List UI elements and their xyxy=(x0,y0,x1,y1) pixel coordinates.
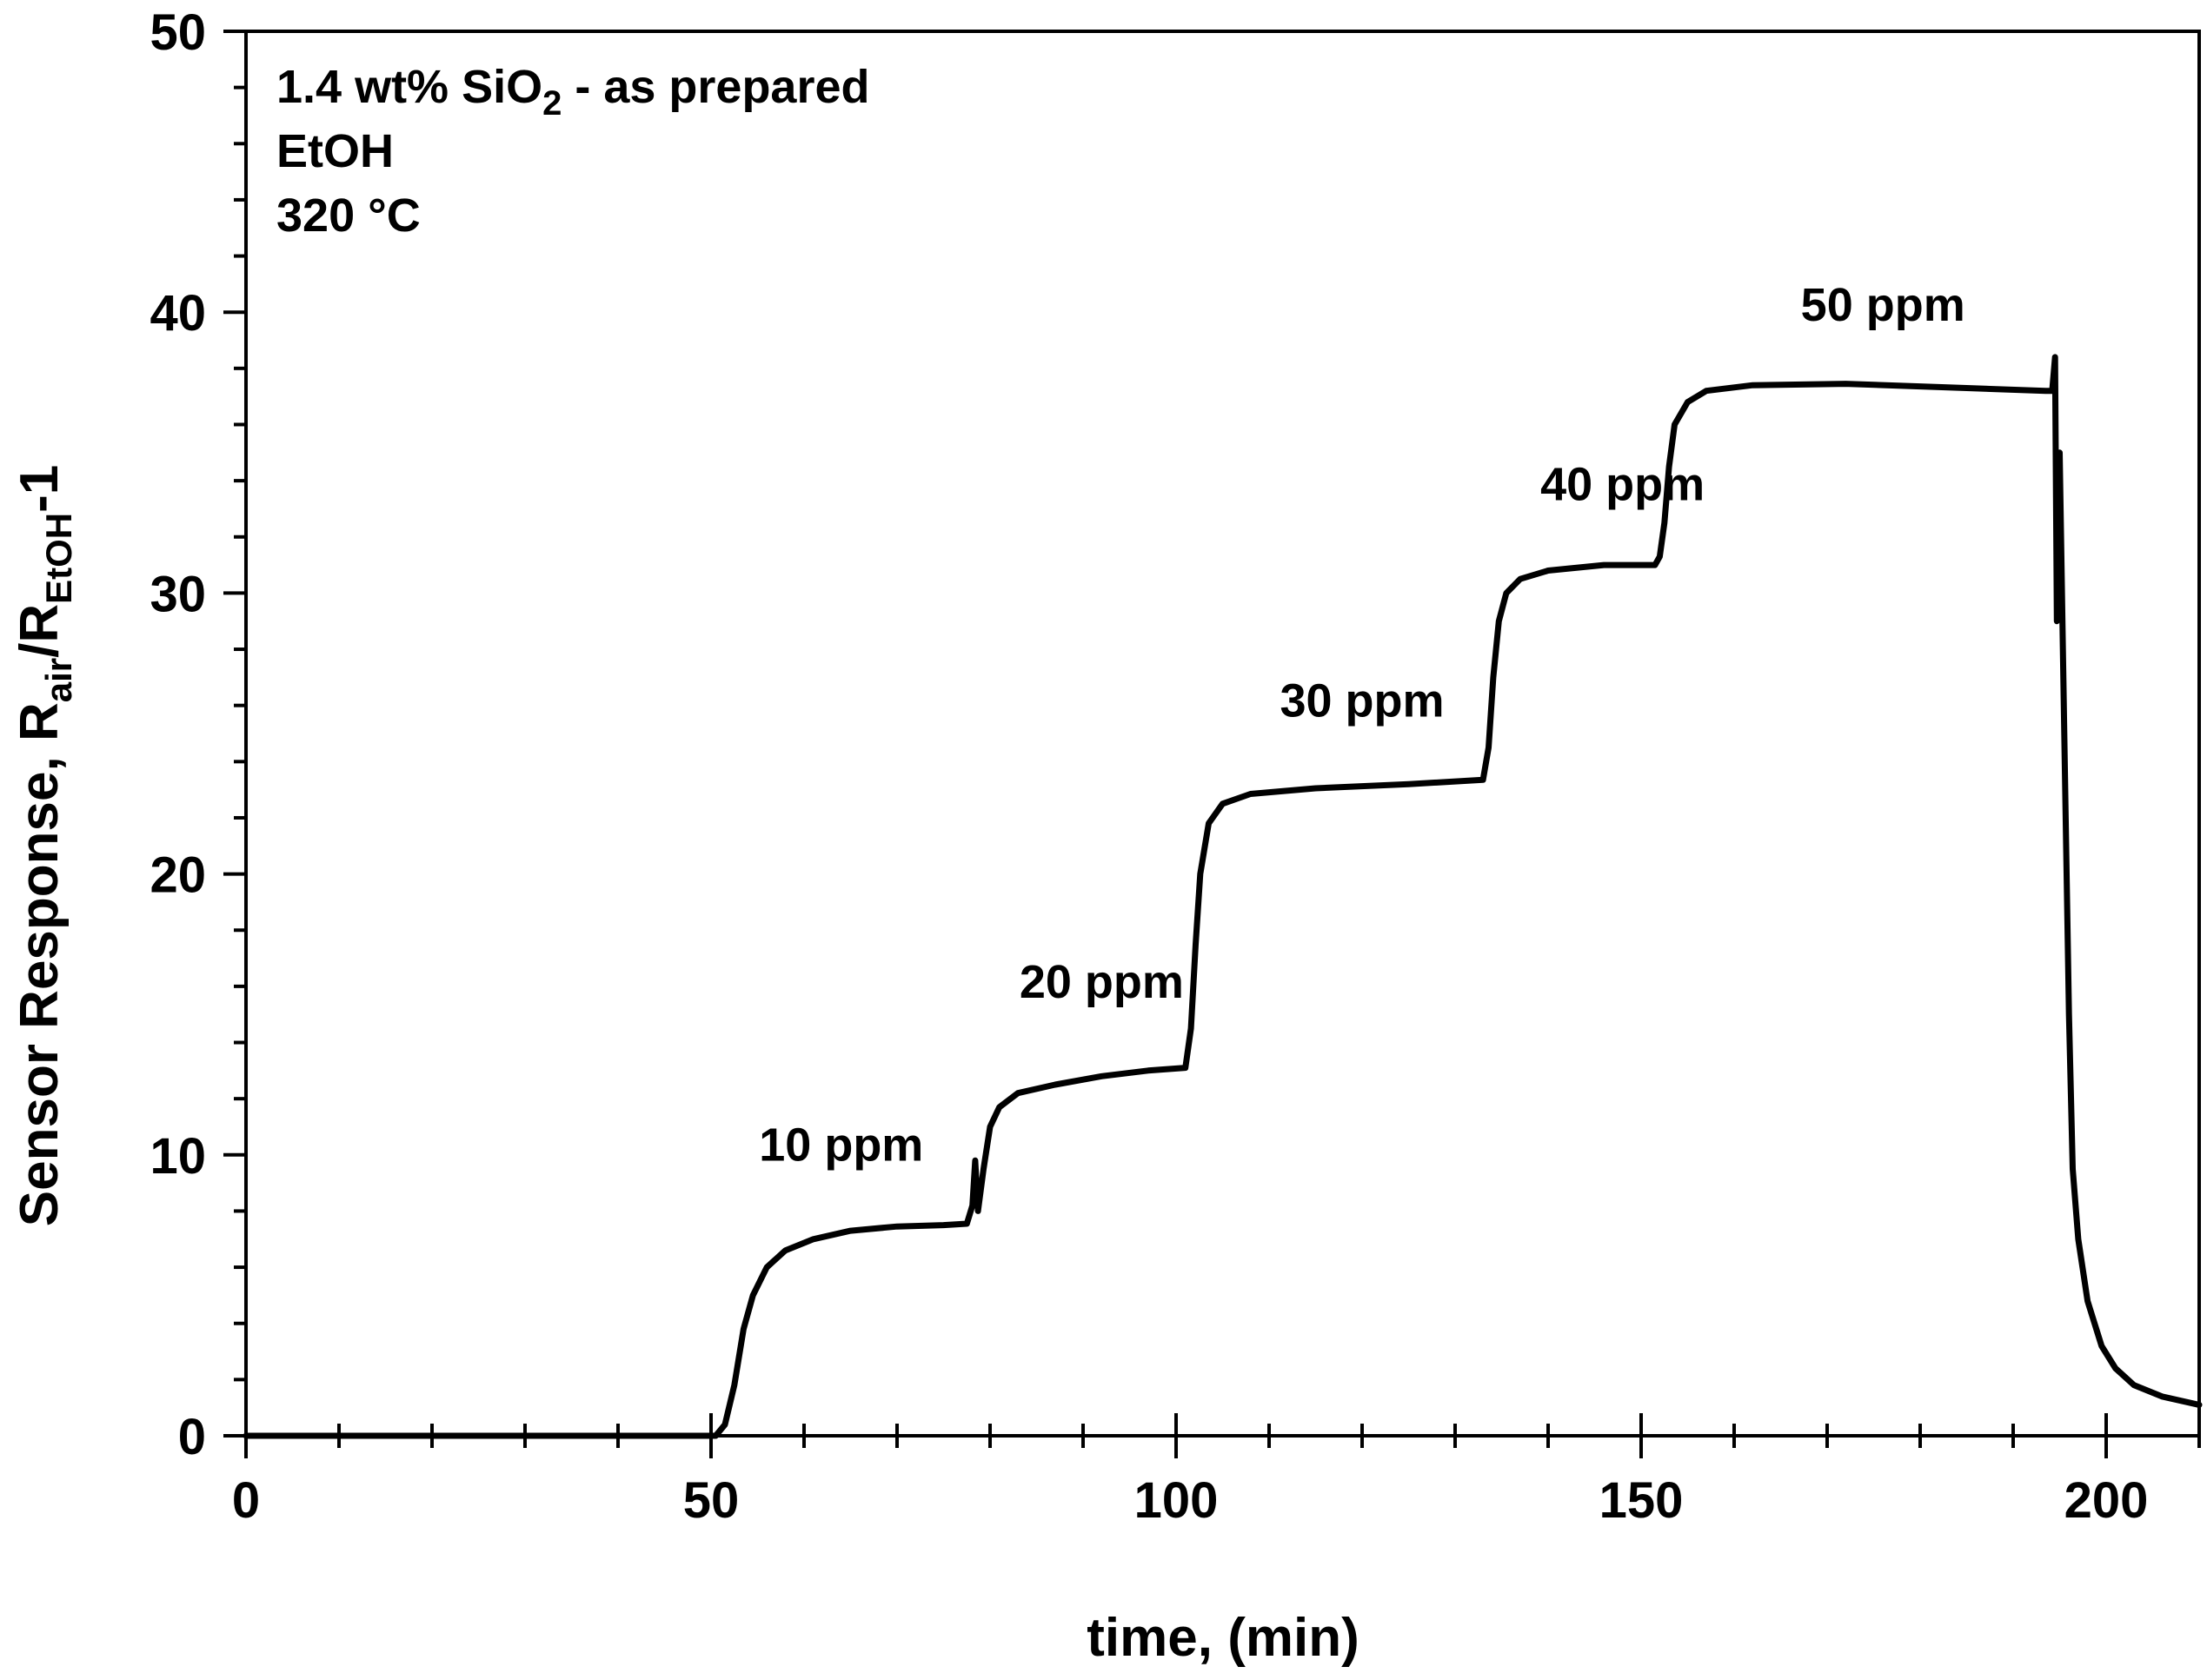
annotation-line-1: 1.4 wt% SiO2 - as prepared xyxy=(276,61,870,123)
annotation-line-1-sub: 2 xyxy=(542,84,562,123)
series-layer xyxy=(243,354,2203,1439)
series-line xyxy=(243,354,2203,1439)
y-tick-label: 30 xyxy=(150,566,206,622)
x-tick-label: 200 xyxy=(2064,1472,2149,1529)
annotation-line-2: EtOH xyxy=(276,125,394,177)
y-tick-label: 10 xyxy=(150,1128,206,1185)
annotation-line-1-suffix: - as prepared xyxy=(562,61,869,113)
y-tick-label: 40 xyxy=(150,285,206,342)
labels-layer: 0 50 100 150 200 0 10 20 30 40 50 10 ppm 20 ppm 30 pp… xyxy=(150,4,2148,1529)
step-label: 50 ppm xyxy=(1801,279,1965,331)
y-axis-title-mid: /R xyxy=(10,604,70,658)
x-axis-title: time, (min) xyxy=(1087,1608,1359,1668)
step-label: 10 ppm xyxy=(759,1119,923,1171)
x-tick-label: 0 xyxy=(232,1472,260,1529)
y-axis-title: Sensor Response, Rair/REtOH-1 xyxy=(10,465,79,1226)
y-tick-label: 0 xyxy=(178,1409,206,1465)
annotation-line-1-prefix: 1.4 wt% SiO xyxy=(276,61,542,113)
x-tick-label: 100 xyxy=(1134,1472,1219,1529)
y-axis-title-sub2: EtOH xyxy=(38,513,79,604)
step-label: 20 ppm xyxy=(1020,956,1184,1008)
step-label: 40 ppm xyxy=(1540,459,1705,511)
x-tick-label: 150 xyxy=(1599,1472,1684,1529)
y-axis-title-main: Sensor Response, R xyxy=(10,702,70,1226)
y-tick-label: 20 xyxy=(150,847,206,904)
step-label: 30 ppm xyxy=(1280,675,1444,727)
y-axis-title-end: -1 xyxy=(10,465,70,513)
annotation-line-3: 320 °C xyxy=(276,189,421,242)
x-tick-label: 50 xyxy=(683,1472,740,1529)
y-axis-title-sub1: air xyxy=(38,658,79,702)
y-tick-label: 50 xyxy=(150,4,206,61)
plot-frame xyxy=(244,30,2201,1438)
